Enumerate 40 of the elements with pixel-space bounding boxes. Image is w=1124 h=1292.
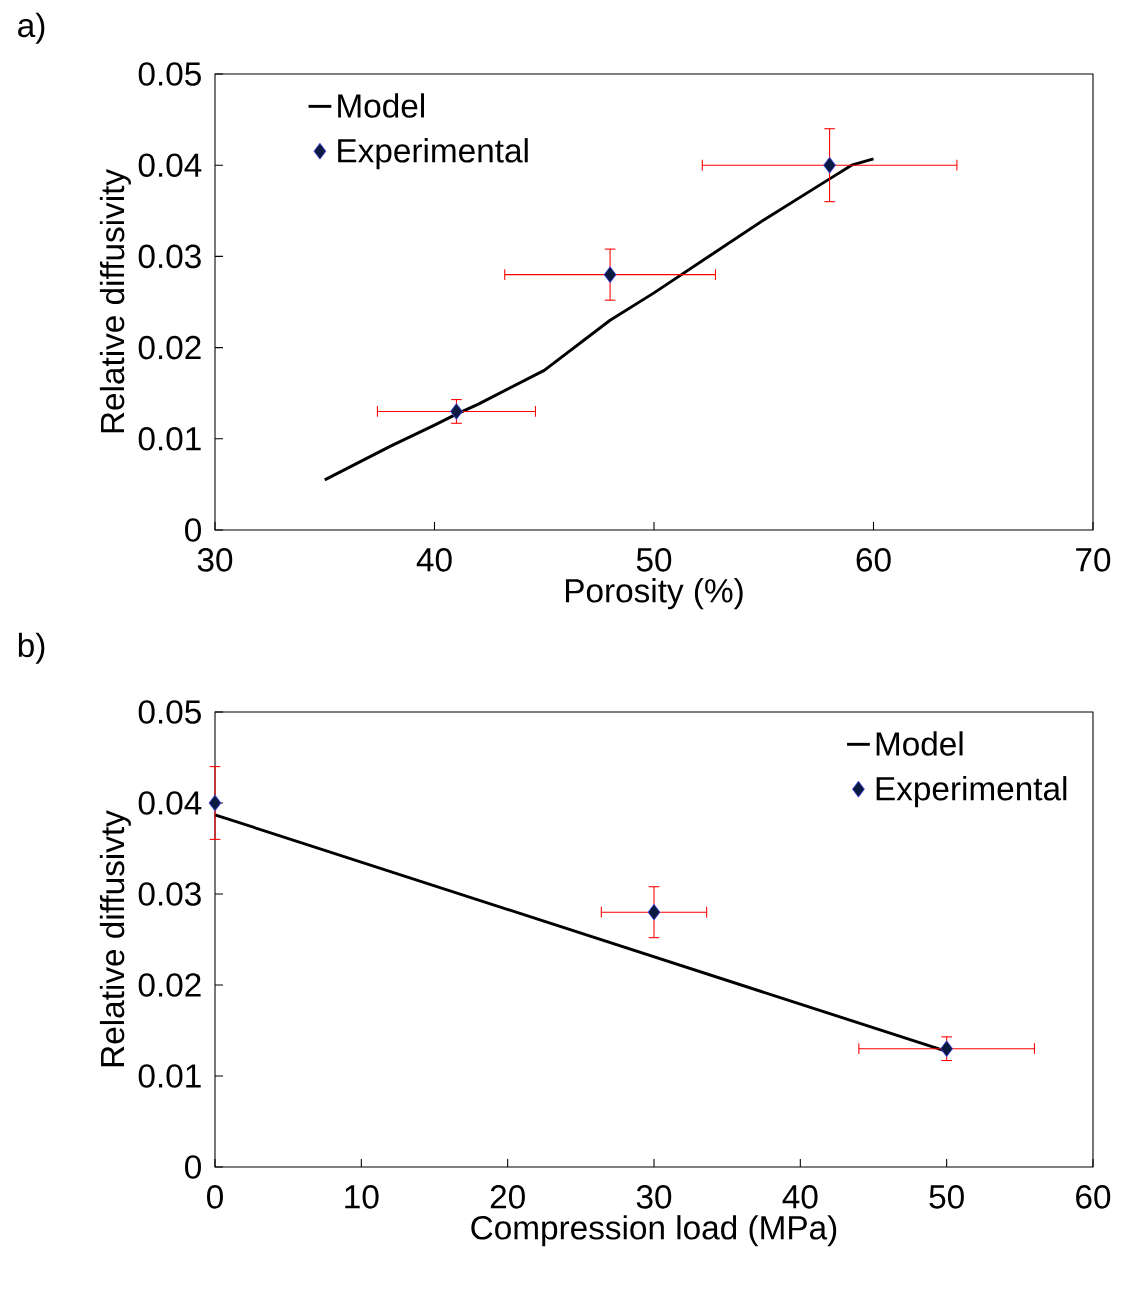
- y-tick-label: 0.02: [138, 335, 201, 360]
- legend-label: Model: [876, 731, 963, 756]
- x-axis-title: Compression load (MPa): [471, 1215, 837, 1247]
- x-tick-label: 10: [345, 1185, 379, 1209]
- x-tick-label: 40: [782, 1185, 818, 1209]
- x-tick-label: 20: [490, 1185, 525, 1209]
- x-tick-label: 60: [1076, 1185, 1111, 1209]
- point: [940, 1040, 954, 1058]
- x-tick-label: 50: [929, 1185, 964, 1209]
- legend-label: Experimental: [876, 776, 1067, 808]
- y-tick-label: 0.01: [138, 1064, 201, 1088]
- text: a): [18, 12, 45, 44]
- x-tick-label: 30: [197, 548, 233, 572]
- y-tick-label: 0.01: [138, 426, 201, 451]
- x-axis-title: Porosity (%): [565, 578, 743, 610]
- point: [450, 403, 463, 420]
- point: [603, 266, 617, 284]
- legend-label: Model: [338, 93, 424, 118]
- y-tick-label: 0.03: [138, 244, 201, 269]
- x-tick-label: 0: [207, 1185, 223, 1209]
- y-axis-title: Relative diffusivty: [99, 810, 131, 1067]
- point: [823, 156, 836, 174]
- x-tick-label: 50: [636, 548, 672, 572]
- y-tick-label: 0: [185, 518, 201, 542]
- y-tick-label: 0: [185, 1155, 201, 1179]
- x-tick-label: 60: [856, 548, 891, 572]
- point: [208, 794, 222, 812]
- y-tick-label: 0.02: [138, 973, 201, 997]
- y-tick-label: 0.03: [138, 882, 201, 906]
- x-tick-label: 70: [1076, 548, 1111, 572]
- y-tick-label: 0.04: [138, 153, 202, 178]
- y-tick-label: 0.05: [138, 700, 201, 724]
- x-tick-label: 30: [636, 1185, 672, 1209]
- y-axis-title: Relative diffusivity: [99, 169, 131, 433]
- legend-label: Experimental: [338, 138, 528, 170]
- text: b): [18, 632, 45, 664]
- x-tick-label: 40: [416, 548, 452, 572]
- y-tick-label: 0.04: [138, 791, 202, 815]
- point: [647, 903, 661, 921]
- y-tick-label: 0.05: [138, 62, 201, 86]
